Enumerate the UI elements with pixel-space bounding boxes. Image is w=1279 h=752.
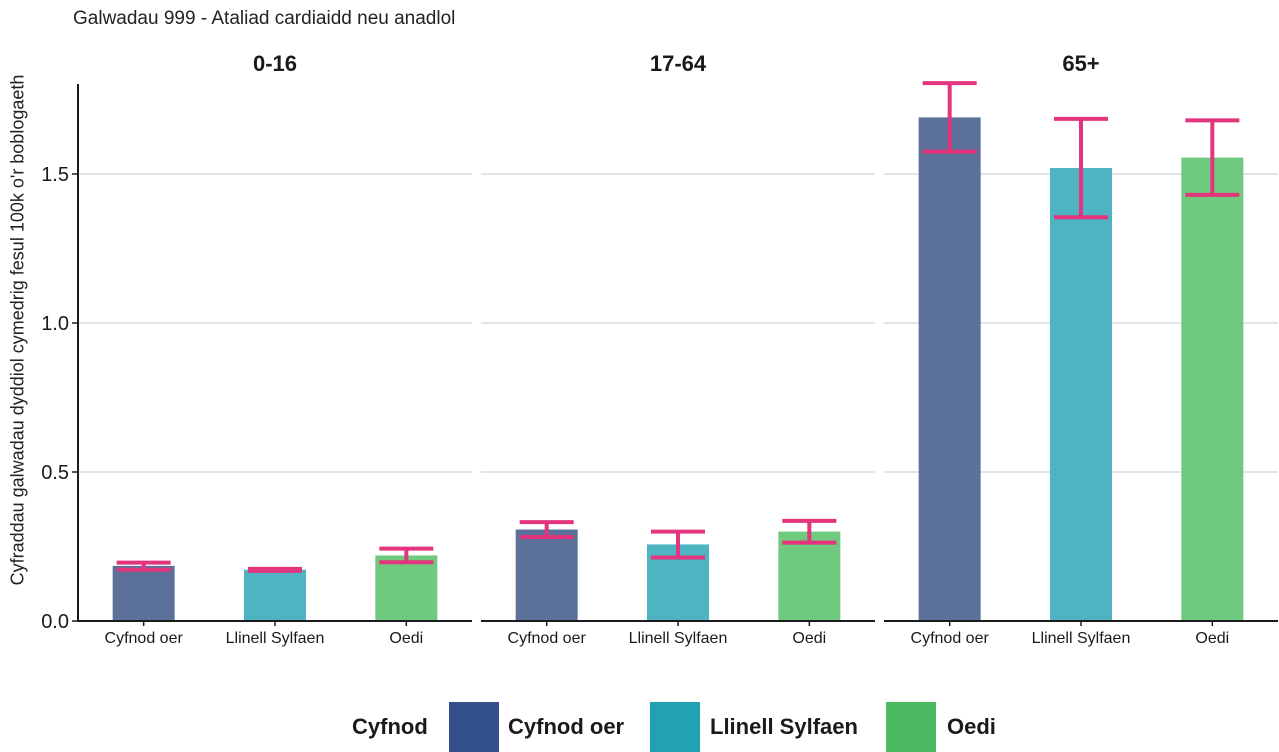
y-tick-label: 1.5 — [41, 164, 69, 186]
legend-title: Cyfnod — [352, 714, 428, 739]
x-tick-label: Cyfnod oer — [911, 630, 990, 647]
y-tick-label: 0.5 — [41, 462, 69, 484]
panel-title: 65+ — [1062, 51, 1099, 76]
legend-label-oedi: Oedi — [947, 714, 996, 739]
legend-swatch-cyfnod-oer — [449, 702, 499, 752]
chart-title: Galwadau 999 - Ataliad cardiaidd neu ana… — [73, 8, 456, 29]
bar — [375, 555, 438, 621]
y-tick-label: 1.0 — [41, 313, 69, 335]
bar — [112, 565, 175, 621]
legend-label-llinell-sylfaen: Llinell Sylfaen — [710, 714, 858, 739]
x-tick-label: Llinell Sylfaen — [1032, 630, 1131, 647]
y-tick-label: 0.0 — [41, 611, 69, 633]
x-tick-label: Llinell Sylfaen — [226, 630, 325, 647]
x-tick-label: Oedi — [792, 630, 826, 647]
legend-swatch-llinell-sylfaen — [650, 702, 700, 752]
x-tick-label: Cyfnod oer — [508, 630, 587, 647]
x-tick-label: Oedi — [389, 630, 423, 647]
legend-label-cyfnod-oer: Cyfnod oer — [508, 714, 625, 739]
legend-swatch-oedi — [886, 702, 936, 752]
legend — [0, 700, 1279, 750]
bar — [515, 529, 578, 621]
bar — [1181, 157, 1244, 622]
bar — [1050, 168, 1112, 622]
bar — [918, 117, 981, 621]
x-tick-label: Llinell Sylfaen — [629, 630, 728, 647]
panel-title: 0-16 — [253, 51, 297, 76]
x-tick-label: Cyfnod oer — [105, 630, 184, 647]
bar — [244, 569, 306, 621]
panel-title: 17-64 — [650, 51, 707, 76]
bar — [778, 531, 841, 621]
chart-plot-area: 0-16 Cyfnod oer Llinell Sylfaen Oedi 17-64 Cy… — [41, 51, 1278, 647]
x-tick-label: Oedi — [1195, 630, 1229, 647]
